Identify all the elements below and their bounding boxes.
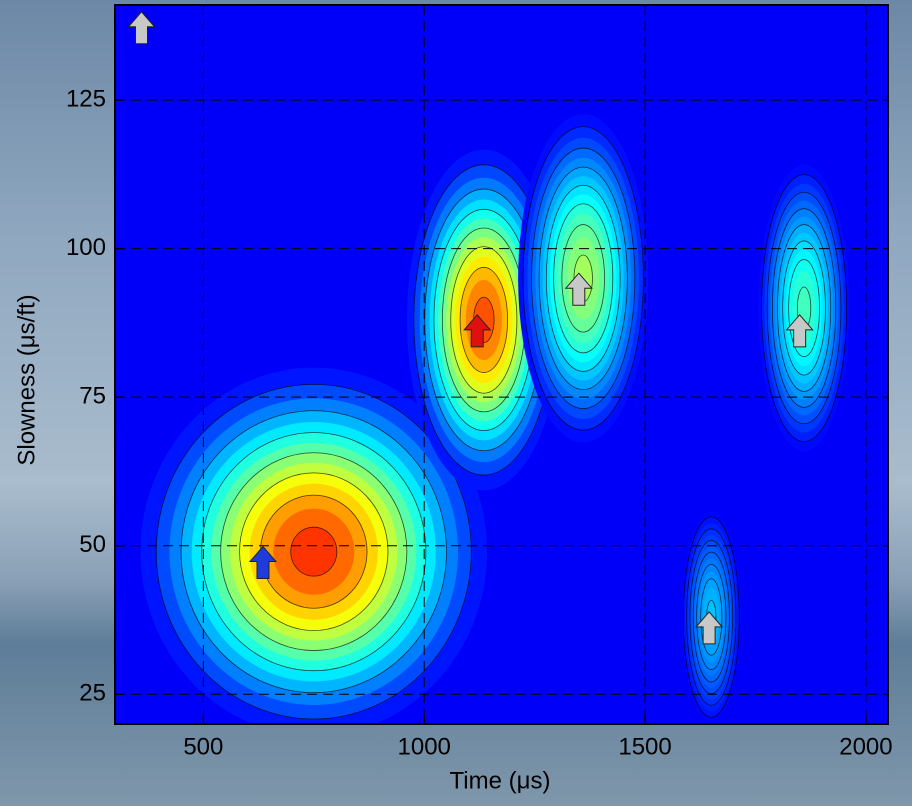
pick-arrow	[127, 11, 156, 45]
contour-band	[290, 526, 338, 577]
y-tick-label: 50	[79, 531, 106, 558]
pick-arrow	[695, 611, 724, 645]
x-axis-title: Time (μs)	[450, 767, 551, 794]
pick-arrow	[248, 545, 278, 580]
x-tick-label: 1500	[618, 733, 671, 760]
pick-arrow	[463, 314, 492, 348]
y-tick-label: 25	[79, 680, 106, 707]
pick-arrow	[564, 272, 593, 306]
x-tick-label: 2000	[839, 733, 892, 760]
contour-blob	[758, 164, 850, 452]
pick-arrow	[785, 314, 814, 348]
y-tick-label: 75	[79, 383, 106, 410]
x-tick-label: 1000	[398, 733, 451, 760]
y-tick-label: 100	[66, 234, 106, 261]
contour-blob	[140, 367, 487, 724]
plot-frame	[114, 4, 889, 725]
y-axis-title: Slowness (μs/ft)	[13, 294, 40, 465]
y-tick-label: 125	[66, 85, 106, 112]
x-tick-label: 500	[183, 733, 223, 760]
